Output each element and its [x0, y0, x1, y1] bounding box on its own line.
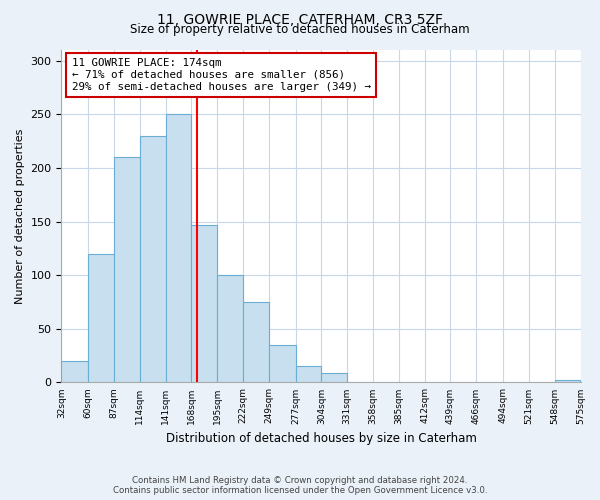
Bar — [114, 157, 140, 382]
Bar — [191, 225, 217, 382]
Bar — [88, 254, 114, 382]
Text: 11 GOWRIE PLACE: 174sqm
← 71% of detached houses are smaller (856)
29% of semi-d: 11 GOWRIE PLACE: 174sqm ← 71% of detache… — [72, 58, 371, 92]
Bar — [554, 380, 580, 382]
Y-axis label: Number of detached properties: Number of detached properties — [15, 128, 25, 304]
X-axis label: Distribution of detached houses by size in Caterham: Distribution of detached houses by size … — [166, 432, 476, 445]
Text: Size of property relative to detached houses in Caterham: Size of property relative to detached ho… — [130, 22, 470, 36]
Bar — [61, 361, 88, 382]
Bar — [322, 373, 347, 382]
Bar — [140, 136, 166, 382]
Text: Contains HM Land Registry data © Crown copyright and database right 2024.
Contai: Contains HM Land Registry data © Crown c… — [113, 476, 487, 495]
Bar — [296, 366, 322, 382]
Bar — [166, 114, 191, 382]
Bar — [217, 275, 243, 382]
Text: 11, GOWRIE PLACE, CATERHAM, CR3 5ZF: 11, GOWRIE PLACE, CATERHAM, CR3 5ZF — [157, 12, 443, 26]
Bar — [243, 302, 269, 382]
Bar — [269, 345, 296, 383]
